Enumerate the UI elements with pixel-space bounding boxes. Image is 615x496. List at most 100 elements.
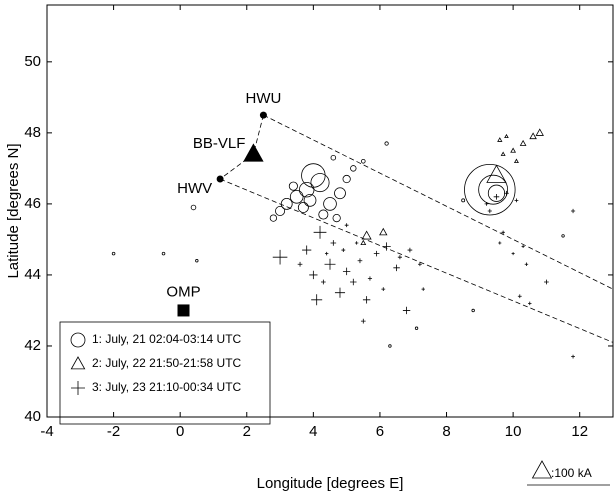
lightning-stroke: [309, 270, 318, 280]
lightning-stroke: [324, 251, 329, 256]
lightning-stroke: [302, 245, 312, 255]
lightning-stroke: [360, 318, 366, 324]
lightning-stroke: [402, 306, 411, 315]
station-label: HWV: [177, 180, 212, 197]
lightning-stroke: [361, 230, 372, 240]
x-tick-label: 8: [442, 423, 450, 440]
lightning-stroke: [517, 294, 522, 299]
station-marker: [243, 143, 264, 162]
lightning-stroke: [381, 287, 386, 292]
lightning-stroke: [471, 308, 475, 313]
lightning-stroke: [513, 158, 519, 164]
station-label: BB-VLF: [193, 135, 246, 152]
lightning-stroke: [297, 261, 303, 267]
legend-label: 1: July, 21 02:04-03:14 UTC: [92, 332, 242, 346]
lightning-stroke: [288, 181, 298, 191]
scale-label: :100 kA: [551, 466, 592, 480]
lightning-stroke: [524, 262, 529, 266]
lightning-stroke: [350, 165, 357, 172]
lightning-stroke: [313, 225, 327, 239]
range-line: [219, 178, 614, 343]
lightning-stroke: [384, 141, 389, 146]
lightning-stroke: [342, 174, 351, 184]
y-tick-label: 40: [24, 408, 41, 425]
lightning-stroke: [269, 214, 278, 222]
lightning-stroke: [332, 214, 341, 223]
lightning-stroke: [360, 239, 367, 246]
legend-symbol: [70, 332, 86, 348]
lightning-stroke: [519, 139, 527, 146]
lightning-stroke: [514, 198, 519, 203]
legend-label: 2: July, 22 21:50-21:58 UTC: [92, 356, 242, 370]
x-axis-label: Longitude [degrees E]: [257, 475, 404, 492]
lightning-stroke: [511, 252, 515, 256]
lightning-stroke: [341, 248, 346, 252]
lightning-stroke: [330, 240, 337, 246]
lightning-stroke: [334, 187, 346, 200]
lightning-stroke: [421, 287, 425, 291]
lightning-stroke: [571, 354, 575, 359]
legend-label: 3: July, 23 21:10-00:34 UTC: [92, 380, 242, 394]
lightning-stroke: [323, 197, 337, 211]
plot-frame: [46, 4, 614, 418]
lightning-stroke: [362, 296, 371, 304]
lightning-stroke: [289, 189, 304, 204]
lightning-stroke: [528, 301, 532, 306]
lightning-stroke: [330, 154, 337, 161]
lightning-stroke: [407, 247, 413, 253]
lightning-stroke: [111, 251, 116, 256]
lightning-stroke: [195, 259, 199, 263]
lightning-stroke: [417, 262, 422, 267]
lightning-stroke: [360, 158, 366, 164]
x-tick-label: 4: [309, 423, 317, 440]
lightning-stroke: [544, 279, 549, 285]
lightning-stroke: [301, 163, 326, 188]
lightning-stroke: [397, 255, 402, 260]
x-tick-label: 6: [376, 423, 384, 440]
y-tick-label: 50: [24, 53, 41, 70]
lightning-stroke: [161, 251, 166, 256]
lightning-stroke: [486, 164, 507, 183]
lightning-stroke: [354, 241, 359, 245]
lightning-stroke: [498, 241, 502, 245]
legend-symbol: [70, 356, 86, 370]
station-marker: [216, 175, 224, 183]
lightning-stroke: [478, 174, 509, 205]
lightning-stroke: [393, 264, 400, 272]
x-tick-label: 2: [243, 423, 251, 440]
lightning-stroke: [320, 279, 326, 285]
lightning-stroke: [373, 250, 380, 257]
lightning-stroke: [504, 133, 509, 139]
lightning-stroke: [342, 267, 351, 276]
x-tick-label: -4: [40, 423, 53, 440]
lightning-stroke: [501, 230, 505, 235]
y-tick-label: 42: [24, 337, 41, 354]
lightning-stroke: [344, 223, 349, 228]
lightning-stroke: [561, 234, 565, 238]
lightning-stroke: [275, 205, 286, 216]
x-tick-label: -2: [107, 423, 120, 440]
lightning-stroke: [311, 294, 323, 306]
y-tick-label: 48: [24, 124, 41, 141]
station-label: HWU: [245, 90, 281, 107]
lightning-stroke: [190, 204, 197, 211]
lightning-stroke: [497, 137, 503, 142]
lightning-stroke: [535, 128, 544, 136]
station-label: OMP: [166, 283, 200, 300]
lightning-stroke: [493, 193, 500, 200]
x-tick-label: 10: [505, 423, 522, 440]
lightning-stroke: [272, 249, 288, 265]
lightning-stroke: [500, 151, 506, 156]
lightning-stroke: [484, 201, 489, 206]
lightning-stroke: [297, 201, 309, 213]
x-tick-label: 0: [176, 423, 184, 440]
lightning-stroke: [461, 198, 466, 203]
lightning-stroke: [510, 147, 517, 153]
lightning-stroke: [298, 181, 315, 198]
lightning-stroke: [324, 258, 336, 270]
lightning-stroke: [414, 326, 419, 330]
x-tick-label: 12: [571, 423, 588, 440]
lightning-stroke: [350, 278, 357, 286]
lightning-stroke: [529, 132, 537, 140]
lightning-stroke: [280, 197, 293, 210]
